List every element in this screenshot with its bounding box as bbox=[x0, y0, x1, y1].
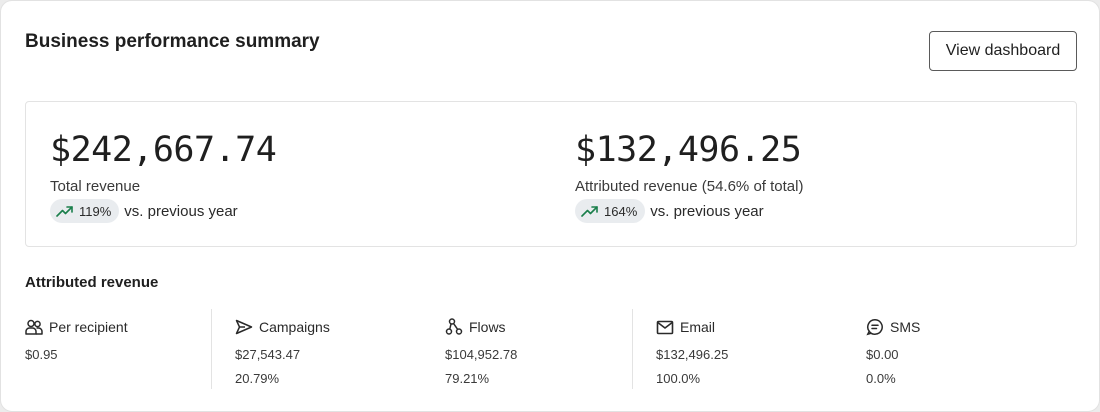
stat-value: $104,952.78 bbox=[445, 347, 518, 362]
attributed-revenue-label: Attributed revenue (54.6% of total) bbox=[575, 178, 804, 195]
stat-label: Per recipient bbox=[49, 319, 128, 335]
stat-percent: 20.79% bbox=[235, 371, 280, 386]
stat-value: $27,543.47 bbox=[235, 347, 301, 362]
trend-comparison: vs. previous year bbox=[124, 202, 238, 220]
send-icon bbox=[235, 319, 253, 335]
divider bbox=[211, 309, 212, 389]
total-revenue-value: $242,667.74 bbox=[50, 130, 277, 170]
total-revenue-label: Total revenue bbox=[50, 178, 141, 195]
attributed-revenue-heading: Attributed revenue bbox=[25, 274, 159, 291]
chat-icon bbox=[866, 319, 883, 336]
stat-per-recipient: Per recipient $0.95 bbox=[25, 317, 128, 363]
stat-sms: SMS $0.00 0.0% bbox=[866, 317, 920, 387]
stat-value: $132,496.25 bbox=[656, 347, 729, 362]
attributed-revenue-trend: 164% vs. previous year bbox=[575, 199, 803, 223]
stat-value: $0.95 bbox=[25, 347, 58, 362]
trend-up-icon bbox=[56, 206, 73, 217]
attributed-breakdown: Per recipient $0.95 Campaigns $27,543.47… bbox=[25, 309, 1077, 389]
total-revenue-metric: $242,667.74 Total revenue 119% vs. previ… bbox=[50, 128, 277, 223]
total-revenue-trend: 119% vs. previous year bbox=[50, 199, 276, 223]
stat-percent: 0.0% bbox=[866, 371, 896, 386]
stat-label: Campaigns bbox=[259, 319, 330, 335]
stat-flows: Flows $104,952.78 79.21% bbox=[445, 317, 517, 387]
flows-icon bbox=[445, 318, 463, 335]
view-dashboard-button[interactable]: View dashboard bbox=[929, 31, 1077, 71]
divider bbox=[632, 309, 633, 389]
trend-badge: 119% bbox=[50, 199, 120, 223]
trend-badge: 164% bbox=[575, 199, 646, 223]
attributed-revenue-metric: $132,496.25 Attributed revenue (54.6% of… bbox=[575, 128, 803, 223]
stat-label: SMS bbox=[890, 319, 921, 335]
trend-percent: 164% bbox=[604, 203, 638, 219]
stat-email: Email $132,496.25 100.0% bbox=[656, 317, 728, 387]
stat-label: Email bbox=[680, 319, 716, 335]
stat-percent: 79.21% bbox=[445, 371, 490, 386]
stat-percent: 100.0% bbox=[656, 371, 701, 386]
stat-campaigns: Campaigns $27,543.47 20.79% bbox=[235, 317, 330, 387]
attributed-revenue-value: $132,496.25 bbox=[575, 130, 802, 170]
trend-up-icon bbox=[581, 206, 598, 217]
trend-comparison: vs. previous year bbox=[650, 202, 764, 220]
revenue-summary-panel: $242,667.74 Total revenue 119% vs. previ… bbox=[25, 101, 1077, 247]
page-title: Business performance summary bbox=[25, 31, 320, 52]
people-icon bbox=[25, 319, 43, 335]
stat-label: Flows bbox=[469, 319, 506, 335]
trend-percent: 119% bbox=[79, 203, 112, 219]
stat-value: $0.00 bbox=[866, 347, 899, 362]
mail-icon bbox=[656, 320, 674, 334]
